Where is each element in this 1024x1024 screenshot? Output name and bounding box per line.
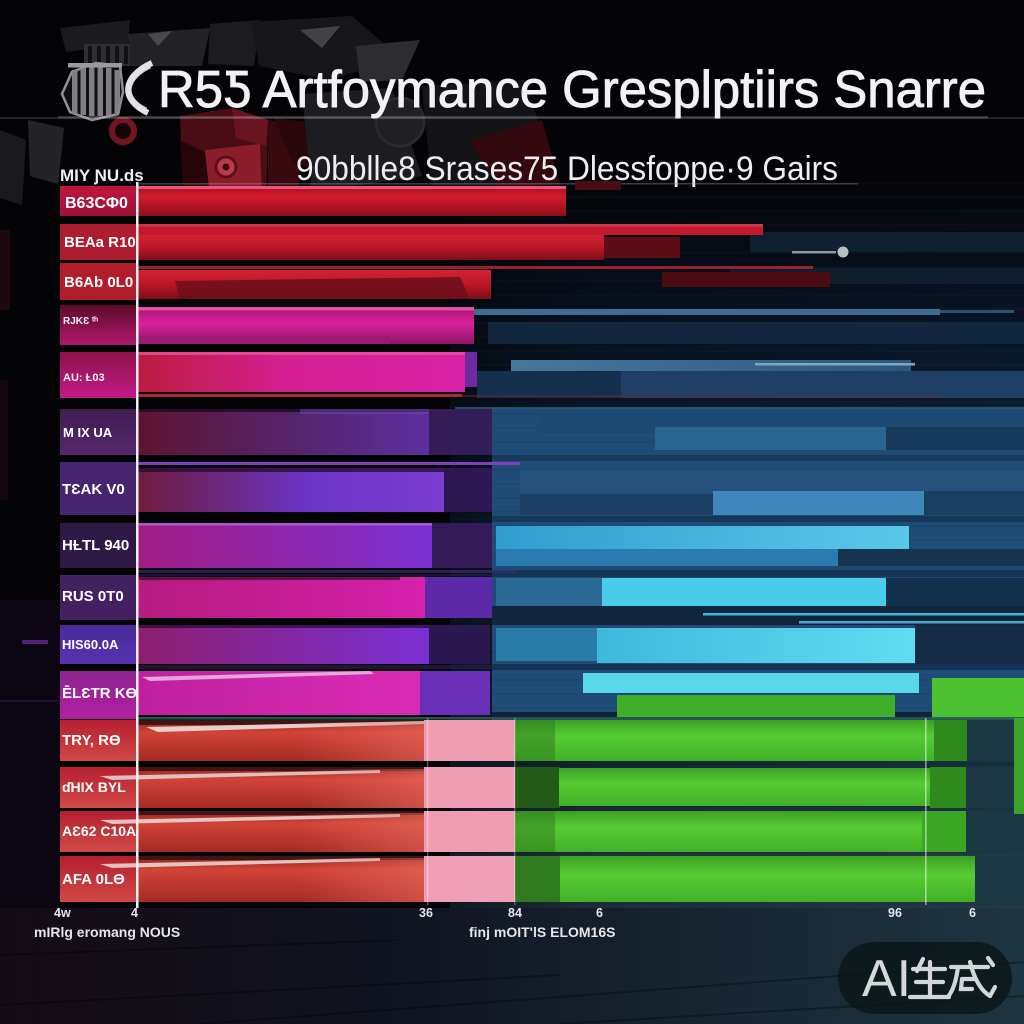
svg-text:finj mOIT'lS ELOM16S: finj mOIT'lS ELOM16S <box>469 924 615 940</box>
svg-text:4: 4 <box>131 906 138 920</box>
svg-text:M IX UA: M IX UA <box>63 425 113 440</box>
svg-text:AƐ62 C10A: AƐ62 C10A <box>62 823 136 839</box>
svg-text:6: 6 <box>596 906 603 920</box>
svg-text:B63CΦ0: B63CΦ0 <box>65 195 128 212</box>
svg-text:TƐAK V0: TƐAK V0 <box>62 481 125 498</box>
svg-text:BEAa R10: BEAa R10 <box>64 234 136 251</box>
svg-text:TRY, RƟ: TRY, RƟ <box>62 732 121 749</box>
svg-text:B6Ab 0L0: B6Ab 0L0 <box>64 274 133 291</box>
svg-text:AI: AI <box>862 950 911 1008</box>
svg-text:AFA 0LƟ: AFA 0LƟ <box>62 871 125 888</box>
svg-text:RJKƐ ᵗʰ: RJKƐ ᵗʰ <box>63 316 98 327</box>
svg-text:mIRlg eromang NOUS: mIRlg eromang NOUS <box>34 924 180 940</box>
svg-text:ɗHIX BYL: ɗHIX BYL <box>62 779 126 795</box>
svg-text:RUЅ 0T0: RUЅ 0T0 <box>62 588 124 605</box>
svg-text:HIЅ60.0A: HIЅ60.0A <box>62 637 119 652</box>
svg-text:4w: 4w <box>54 906 71 920</box>
svg-text:MIY ƝU.ds: MIY ƝU.ds <box>60 166 144 185</box>
svg-text:90bblle8 Srases75 Dlessfopp: 90bblle8 Srases75 Dlessfoppe·9 Gairs <box>296 150 838 188</box>
svg-text:96: 96 <box>888 906 902 920</box>
svg-text:36: 36 <box>419 906 433 920</box>
svg-text:ĒLƐTR KƟ: ĒLƐTR KƟ <box>62 685 138 702</box>
svg-text:84: 84 <box>508 906 522 920</box>
svg-text:HȽTL 940: HȽTL 940 <box>62 537 129 554</box>
svg-text:R5Ƽ Artfoymance Gresplptiirs S: R5Ƽ Artfoymance Gresplptiirs Snarre <box>158 61 986 119</box>
svg-text:6: 6 <box>969 906 976 920</box>
svg-text:AU: Ƚ03: AU: Ƚ03 <box>63 372 105 384</box>
